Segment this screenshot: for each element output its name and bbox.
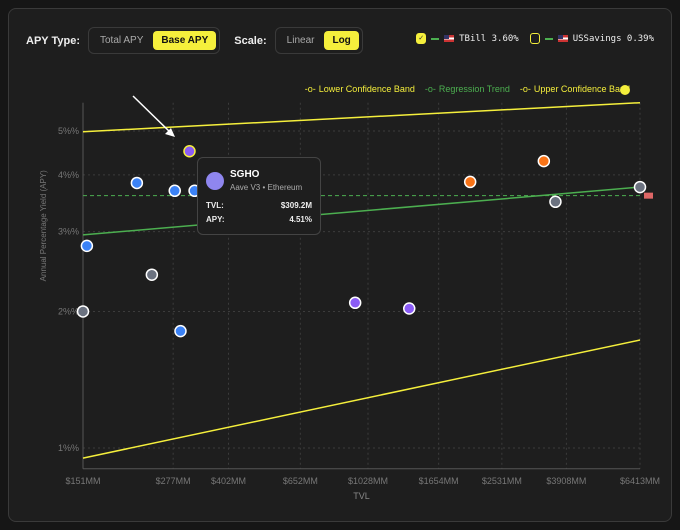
lower-confidence-band (82, 339, 641, 459)
data-point[interactable] (174, 324, 187, 338)
x-tick-label: $652MM (283, 476, 318, 486)
y-tick-label: 2%% (58, 306, 79, 316)
ussavings-label: USSavings 0.39% (572, 33, 654, 44)
data-point[interactable] (130, 176, 144, 190)
sgho-avatar-icon (206, 172, 224, 190)
legend-dot-icon (620, 85, 630, 95)
tooltip-tvl-label: TVL: (206, 201, 224, 210)
total-apy-button[interactable]: Total APY (100, 35, 144, 46)
y-tick-label: 4%% (58, 170, 79, 180)
x-tick-label: $1028MM (348, 476, 388, 486)
legend-regression[interactable]: -o- Regression Trend (424, 84, 510, 94)
chart-card (8, 8, 672, 522)
benchmarks: ✓ TBill 3.60% USSavings 0.39% (416, 33, 654, 44)
tooltip: SGHO Aave V3 • Ethereum TVL: $309.2M APY:… (197, 157, 321, 235)
x-tick-label: $277MM (156, 476, 191, 486)
data-point[interactable] (76, 305, 90, 318)
y-axis-label: Annual Percentage Yield (APY) (39, 170, 48, 282)
legend-upper[interactable]: -o- Upper Confidence Band (519, 84, 630, 94)
tooltip-apy-value: 4.51% (289, 215, 312, 224)
apy-type-label: APY Type: (26, 34, 80, 47)
regression-trend (82, 186, 641, 236)
tooltip-name: SGHO (230, 169, 260, 180)
y-tick-label: 3%% (58, 227, 79, 237)
x-tick-label: $1654MM (419, 476, 459, 486)
tooltip-tvl-value: $309.2M (280, 201, 312, 210)
dash-icon (544, 37, 553, 40)
x-tick-label: $3908MM (546, 476, 586, 486)
tooltip-apy-label: APY: (206, 215, 225, 224)
x-tick-label: $6413MM (620, 476, 660, 486)
x-axis-label: TVL (353, 491, 370, 501)
linear-scale-button[interactable]: Linear (286, 35, 315, 46)
x-tick-label: $402MM (211, 476, 246, 486)
tooltip-subtitle: Aave V3 • Ethereum (230, 183, 303, 192)
data-point[interactable] (168, 184, 182, 198)
data-point[interactable] (463, 175, 477, 189)
base-apy-button[interactable]: Base APY (153, 31, 217, 50)
apy-type-control: APY Type: Total APY Base APY Scale: Line… (26, 27, 363, 54)
log-scale-button[interactable]: Log (324, 31, 359, 50)
ussavings-checkbox[interactable] (529, 33, 540, 44)
data-point[interactable] (402, 302, 416, 315)
data-point[interactable] (537, 154, 551, 168)
data-point[interactable] (633, 180, 647, 194)
scale-label: Scale: (234, 34, 267, 47)
data-point[interactable] (80, 239, 94, 253)
tbill-checkbox[interactable]: ✓ (416, 33, 427, 44)
us-flag-icon (557, 35, 568, 42)
x-tick-label: $2531MM (482, 476, 522, 486)
tbill-label: TBill 3.60% (459, 33, 519, 44)
arrow-head-icon (165, 128, 175, 137)
y-tick-label: 5%% (58, 126, 79, 136)
pointer-arrow (132, 95, 173, 135)
y-tick-label: 1%% (58, 443, 79, 453)
data-point[interactable] (145, 268, 159, 281)
chart-legend: -o- Lower Confidence Band -o- Regression… (305, 84, 630, 94)
x-tick-label: $151MM (65, 476, 100, 486)
data-point[interactable] (183, 145, 196, 158)
upper-confidence-band (82, 101, 641, 133)
data-point[interactable] (348, 296, 362, 310)
legend-lower[interactable]: -o- Lower Confidence Band (304, 84, 415, 94)
us-flag-icon (444, 35, 455, 42)
us-flag-icon (644, 192, 653, 199)
dash-icon (431, 37, 440, 40)
data-point[interactable] (549, 195, 562, 209)
